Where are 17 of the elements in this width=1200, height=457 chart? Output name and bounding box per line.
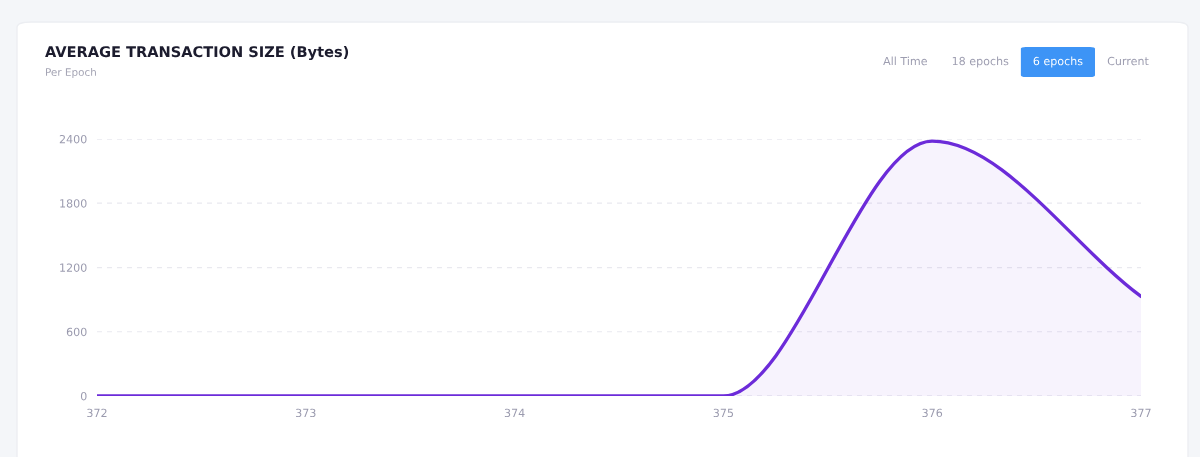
x-tick-label: 372 [87, 408, 107, 418]
y-tick-label: 0 [80, 391, 87, 401]
x-tick-label: 373 [296, 408, 316, 418]
text: All Time [883, 56, 927, 66]
text: 6 epochs [1033, 56, 1083, 68]
x-tick-label: 374 [504, 408, 525, 418]
x-tick-label: 376 [922, 408, 943, 418]
y-tick-label: 1200 [60, 263, 87, 272]
x-tick-label: 377 [1131, 408, 1151, 418]
text: Current [1107, 56, 1149, 66]
y-tick-label: 2400 [59, 134, 87, 144]
chart-subtitle: Per Epoch [46, 67, 96, 79]
text: 18 epochs [952, 56, 1009, 68]
y-tick-label: 600 [66, 327, 87, 337]
chart-title: AVERAGE TRANSACTION SIZE (Bytes) [45, 45, 349, 61]
x-tick-label: 375 [713, 408, 734, 418]
y-tick-label: 1800 [60, 199, 87, 208]
